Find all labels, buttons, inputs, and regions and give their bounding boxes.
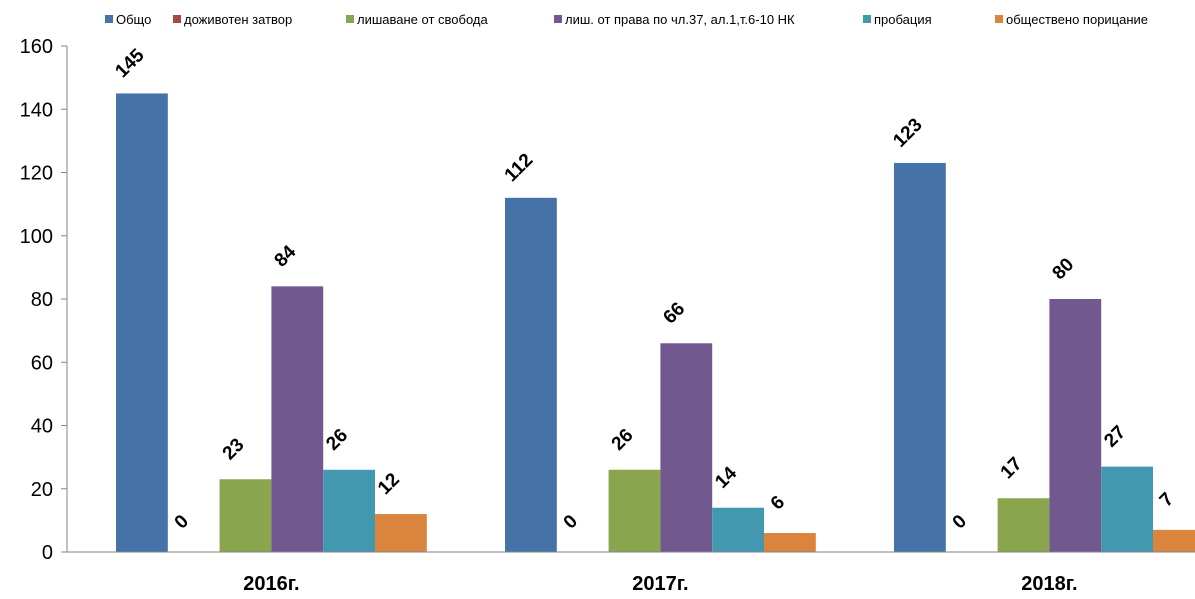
legend-swatch (346, 15, 354, 23)
data-label: 123 (889, 114, 926, 151)
bar (1153, 530, 1195, 552)
x-tick-label: 2016г. (243, 573, 299, 595)
legend-label: лиш. от права по чл.37, ал.1,т.6-10 НК (565, 12, 795, 27)
y-tick-label: 140 (20, 99, 53, 121)
y-tick-label: 80 (31, 289, 53, 311)
y-tick-label: 160 (20, 36, 53, 58)
bars (116, 93, 1195, 552)
legend-swatch (863, 15, 871, 23)
bar (1049, 299, 1101, 552)
bar (375, 514, 427, 552)
data-label: 84 (271, 241, 301, 271)
legend-item: Общо (105, 12, 151, 27)
data-label: 145 (111, 45, 149, 83)
legend-label: обществено порицание (1006, 12, 1148, 27)
data-label: 0 (171, 511, 193, 533)
bar (660, 343, 712, 552)
legend-swatch (105, 15, 113, 23)
y-tick-label: 20 (31, 479, 53, 501)
legend-label: доживотен затвор (184, 12, 292, 27)
y-tick-label: 100 (20, 226, 53, 248)
data-label: 23 (219, 434, 249, 464)
data-label: 14 (711, 463, 741, 493)
y-tick-label: 120 (20, 163, 53, 185)
bar (764, 533, 816, 552)
data-label: 7 (1156, 489, 1178, 511)
bar (998, 498, 1050, 552)
legend-item: лиш. от права по чл.37, ал.1,т.6-10 НК (554, 12, 795, 27)
data-label: 0 (560, 511, 582, 533)
legend-item: лишаване от свобода (346, 12, 488, 27)
bar (894, 163, 946, 552)
bar (220, 479, 272, 552)
bar (116, 93, 168, 552)
data-label: 12 (374, 469, 404, 499)
legend-label: лишаване от свобода (357, 12, 488, 27)
bar (712, 508, 764, 552)
x-tick-label: 2017г. (632, 573, 688, 595)
y-tick-label: 0 (42, 542, 53, 564)
bar (505, 198, 557, 552)
y-tick-label: 40 (31, 416, 53, 438)
x-axis: 2016г. 2017г. 2018г. (67, 552, 1195, 595)
value-labels: 145 0 23 84 26 12 112 0 26 66 14 6 123 0 17 80 27 7 (111, 45, 1178, 534)
legend-item: доживотен затвор (173, 12, 292, 27)
data-label: 26 (322, 425, 352, 455)
data-label: 80 (1049, 254, 1079, 284)
bar (609, 470, 661, 552)
legend-swatch (554, 15, 562, 23)
data-label: 66 (660, 298, 690, 328)
y-axis: 0 20 40 60 80 100 120 140 160 (20, 36, 67, 564)
data-label: 112 (501, 150, 538, 187)
legend-swatch (995, 15, 1003, 23)
bar (271, 286, 323, 552)
data-label: 17 (997, 453, 1027, 483)
legend-swatch (173, 15, 181, 23)
data-label: 0 (949, 511, 971, 533)
bar (1101, 467, 1153, 552)
x-tick-label: 2018г. (1021, 573, 1077, 595)
legend-label: пробация (874, 12, 932, 27)
bar (323, 470, 375, 552)
legend-item: обществено порицание (995, 12, 1148, 27)
legend-label: Общо (116, 12, 151, 27)
data-label: 26 (608, 425, 638, 455)
data-label: 6 (767, 492, 789, 514)
legend-item: пробация (863, 12, 932, 27)
y-tick-label: 60 (31, 352, 53, 374)
data-label: 27 (1100, 422, 1130, 452)
chart-legend: Общо доживотен затвор лишаване от свобода л… (105, 12, 1148, 27)
